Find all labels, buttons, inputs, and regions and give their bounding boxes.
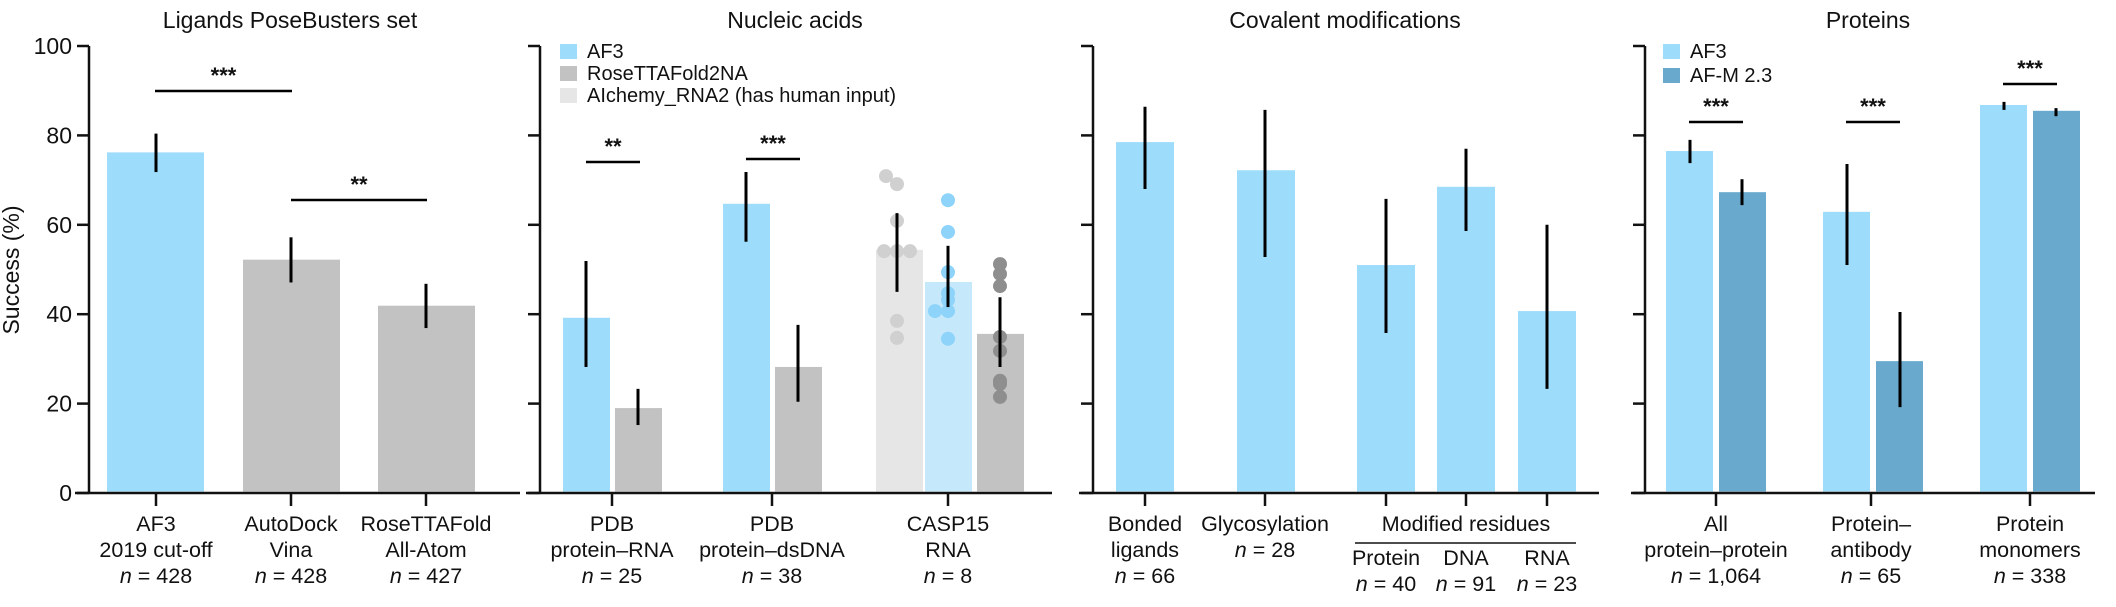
significance-stars: ***	[1703, 94, 1729, 119]
sample-size-label: n = 65	[1841, 564, 1901, 588]
legend-swatch	[560, 88, 577, 103]
sample-size-label: n = 66	[1115, 564, 1175, 588]
y-tick-label: 0	[59, 480, 72, 506]
group-label-modified-residues: Modified residues	[1382, 512, 1551, 536]
x-tick-label: Protein	[1996, 512, 2064, 536]
y-tick-label: 20	[46, 391, 72, 417]
x-tick-label: RNA	[925, 538, 971, 562]
sample-size-label: n = 25	[582, 564, 642, 588]
bar-other	[378, 305, 475, 492]
x-tick-label: 2019 cut-off	[99, 538, 212, 562]
x-tick-label: PDB	[750, 512, 794, 536]
significance-stars: ***	[1860, 94, 1886, 119]
sample-size-label: n = 428	[255, 564, 327, 588]
bar-af-m-2-3	[1719, 192, 1766, 492]
data-point	[890, 313, 904, 328]
legend-swatch	[560, 44, 577, 59]
significance-stars: ***	[2017, 56, 2043, 81]
legend-swatch	[1663, 44, 1680, 59]
x-tick-label: AF3	[136, 512, 175, 536]
legend-label: AIchemy_RNA2 (has human input)	[587, 85, 896, 107]
sample-size-label: n = 427	[390, 564, 462, 588]
x-tick-label: protein–RNA	[550, 538, 674, 562]
x-tick-label: Bonded	[1108, 512, 1182, 536]
sample-size-label: n = 40	[1356, 572, 1416, 596]
data-point	[993, 376, 1007, 391]
bar-af3	[107, 152, 204, 492]
x-tick-label: DNA	[1443, 546, 1489, 570]
bar-aichemy-rna2	[876, 249, 923, 492]
x-tick-label: protein–protein	[1644, 538, 1787, 562]
x-tick-label: RNA	[1524, 546, 1570, 570]
x-tick-label: Vina	[270, 538, 313, 562]
legend-label: AF3	[1690, 41, 1727, 63]
legend-label: AF3	[587, 41, 624, 63]
legend-label: RoseTTAFold2NA	[587, 63, 748, 85]
x-tick-label: AutoDock	[244, 512, 337, 536]
bar-af3	[1437, 186, 1495, 492]
data-point	[941, 304, 955, 319]
panel-title-nucleic-acids: Nucleic acids	[727, 7, 863, 33]
panel-title-covalent: Covalent modifications	[1229, 7, 1460, 33]
sample-size-label: n = 428	[120, 564, 192, 588]
data-point	[877, 244, 891, 259]
data-point	[993, 257, 1007, 272]
data-point	[941, 331, 955, 346]
x-tick-label: RoseTTAFold	[360, 512, 491, 536]
significance-stars: **	[350, 172, 368, 197]
y-tick-label: 80	[46, 122, 72, 148]
y-tick-label: 60	[46, 212, 72, 238]
bar-af3	[1666, 151, 1713, 492]
bar-af3	[1980, 105, 2027, 492]
legend-label: AF-M 2.3	[1690, 65, 1772, 87]
data-point	[928, 304, 942, 319]
data-point	[993, 389, 1007, 404]
x-tick-label: CASP15	[907, 512, 990, 536]
x-tick-label: All	[1704, 512, 1728, 536]
sample-size-label: n = 28	[1235, 538, 1295, 562]
sample-size-label: n = 91	[1436, 572, 1496, 596]
bar-af-m-2-3	[2033, 110, 2080, 492]
data-point	[879, 169, 893, 184]
x-tick-label: Glycosylation	[1201, 512, 1329, 536]
panel-title-proteins: Proteins	[1826, 7, 1910, 33]
data-point	[890, 330, 904, 345]
significance-stars: **	[604, 134, 622, 159]
x-tick-label: antibody	[1830, 538, 1912, 562]
data-point	[993, 266, 1007, 281]
x-tick-label: monomers	[1979, 538, 2081, 562]
bar-af3	[1116, 142, 1174, 492]
x-tick-label: PDB	[590, 512, 634, 536]
x-tick-label: protein–dsDNA	[699, 538, 845, 562]
bar-af3	[723, 203, 770, 492]
data-point	[993, 279, 1007, 294]
data-point	[890, 177, 904, 192]
legend-swatch	[560, 66, 577, 81]
panel-title-ligands: Ligands PoseBusters set	[163, 7, 418, 33]
significance-stars: ***	[211, 63, 237, 88]
sample-size-label: n = 1,064	[1671, 564, 1761, 588]
bar-other	[243, 259, 340, 492]
y-axis-label: Success (%)	[0, 205, 24, 334]
sample-size-label: n = 38	[742, 564, 802, 588]
data-point	[941, 193, 955, 208]
y-tick-label: 100	[34, 33, 72, 59]
x-tick-label: Protein	[1352, 546, 1420, 570]
y-tick-label: 40	[46, 301, 72, 327]
x-tick-label: Protein–	[1831, 512, 1911, 536]
x-tick-label: ligands	[1111, 538, 1179, 562]
significance-stars: ***	[760, 131, 786, 156]
x-tick-label: All-Atom	[385, 538, 466, 562]
sample-size-label: n = 23	[1517, 572, 1577, 596]
sample-size-label: n = 338	[1994, 564, 2066, 588]
data-point	[941, 224, 955, 239]
sample-size-label: n = 8	[924, 564, 972, 588]
data-point	[903, 244, 917, 259]
legend-swatch	[1663, 68, 1680, 83]
